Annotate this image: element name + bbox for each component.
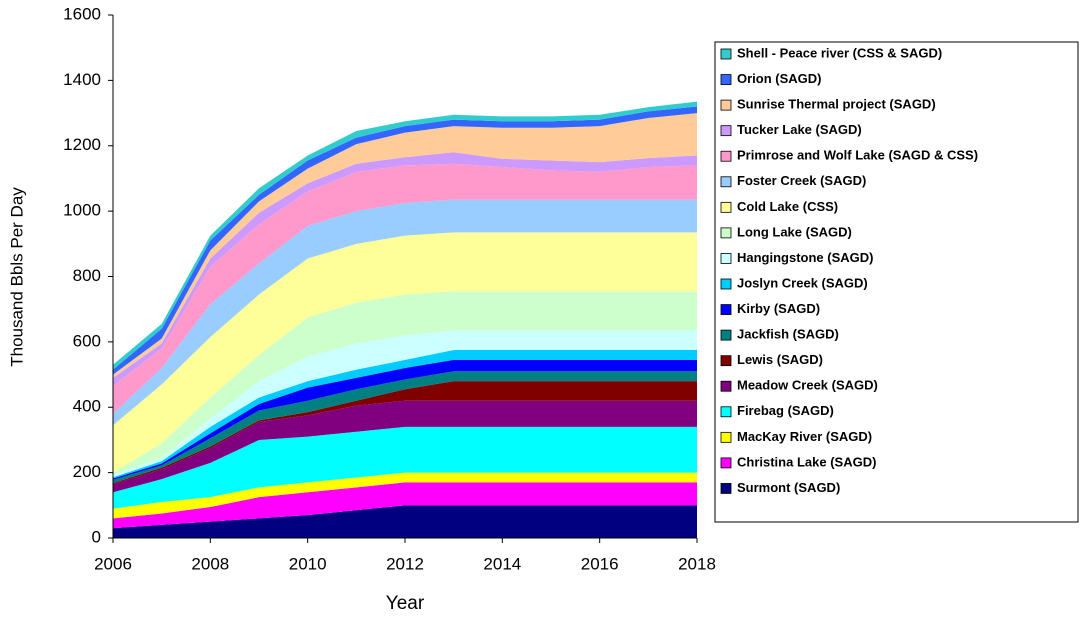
legend-label: Shell - Peace river (CSS & SAGD) (737, 45, 942, 60)
legend-swatch (720, 150, 732, 162)
legend-swatch (720, 99, 732, 111)
legend-swatch (720, 48, 732, 60)
area (113, 381, 697, 485)
x-tick-label: 2016 (581, 554, 619, 573)
legend-swatch (720, 227, 732, 239)
legend-label: MacKay River (SAGD) (737, 429, 872, 444)
area (113, 163, 697, 414)
legend-label: Cold Lake (CSS) (737, 199, 838, 214)
area (113, 113, 697, 378)
y-tick-label: 600 (73, 331, 101, 350)
legend-label: Long Lake (SAGD) (737, 224, 852, 239)
y-tick-label: 1200 (63, 135, 101, 154)
legend-swatch (720, 278, 732, 290)
legend-label: Christina Lake (SAGD) (737, 454, 876, 469)
legend-swatch (720, 201, 732, 213)
area (113, 199, 697, 426)
legend-swatch (720, 457, 732, 469)
y-axis-title: Thousand Bbls Per Day (7, 187, 26, 367)
legend-swatch (720, 329, 732, 341)
y-tick-label: 1600 (63, 4, 101, 23)
legend-label: Lewis (SAGD) (737, 352, 823, 367)
y-tick-label: 0 (92, 527, 101, 546)
legend-box (714, 41, 1079, 523)
legend-label: Joslyn Creek (SAGD) (737, 275, 868, 290)
area (113, 330, 697, 478)
x-tick-label: 2008 (191, 554, 229, 573)
area (113, 371, 697, 484)
area (113, 505, 697, 538)
legend-label: Primrose and Wolf Lake (SAGD & CSS) (737, 148, 978, 163)
legend-swatch (720, 125, 732, 137)
legend-swatch (720, 74, 732, 85)
area (113, 482, 697, 529)
legend-swatch (720, 176, 732, 188)
x-tick-label: 2010 (289, 554, 327, 573)
x-tick-label: 2006 (94, 554, 132, 573)
legend-label: Jackfish (SAGD) (737, 327, 839, 342)
legend-label: Tucker Lake (SAGD) (737, 122, 862, 137)
legend-label: Meadow Creek (SAGD) (737, 378, 878, 393)
y-tick-label: 200 (73, 462, 101, 481)
legend-swatch (720, 253, 732, 264)
area (113, 426, 697, 509)
y-tick-label: 800 (73, 266, 101, 285)
y-tick-label: 400 (73, 397, 101, 416)
area (113, 472, 697, 519)
legend-label: Kirby (SAGD) (737, 301, 820, 316)
x-axis-title: Year (386, 593, 425, 614)
legend-swatch (720, 380, 732, 392)
legend-label: Hangingstone (SAGD) (737, 250, 874, 265)
legend-swatch (720, 304, 732, 315)
legend-label: Surmont (SAGD) (737, 480, 840, 495)
x-tick-label: 2018 (678, 554, 716, 573)
area (113, 400, 697, 493)
legend-label: Firebag (SAGD) (737, 403, 834, 418)
legend-swatch (720, 431, 732, 443)
y-tick-label: 1400 (63, 70, 101, 89)
x-tick-label: 2012 (386, 554, 424, 573)
y-tick-label: 1000 (63, 201, 101, 220)
legend-label: Sunrise Thermal project (SAGD) (737, 97, 936, 112)
legend-swatch (720, 355, 732, 367)
legend-label: Orion (SAGD) (737, 71, 822, 86)
area (113, 232, 697, 473)
legend-swatch (720, 483, 732, 494)
area (113, 291, 697, 476)
legend-label: Foster Creek (SAGD) (737, 173, 866, 188)
legend-swatch (720, 406, 732, 418)
x-tick-label: 2014 (483, 554, 521, 573)
